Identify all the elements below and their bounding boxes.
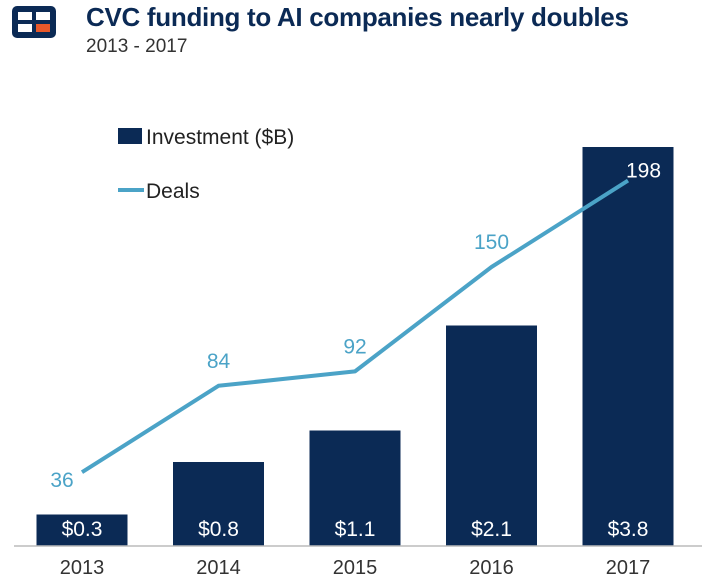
- x-tick-2016: 2016: [469, 557, 514, 579]
- deals-label-2017: 198: [626, 160, 661, 183]
- bar-label-2016: $2.1: [471, 518, 512, 541]
- bar-2017: [582, 147, 674, 546]
- deals-label-2015: 92: [343, 335, 366, 358]
- bar-label-2013: $0.3: [62, 518, 103, 541]
- deals-label-2014: 84: [207, 350, 231, 373]
- legend-swatch-investment: [118, 128, 142, 144]
- chart-title: CVC funding to AI companies nearly doubl…: [86, 2, 629, 32]
- deals-line: [80, 178, 630, 474]
- x-tick-2015: 2015: [333, 557, 378, 579]
- bar-2016: [446, 325, 537, 546]
- bar-label-2015: $1.1: [335, 518, 376, 541]
- deals-label-2016: 150: [474, 231, 509, 254]
- bar-2013: [36, 514, 128, 546]
- chart-subtitle: 2013 - 2017: [86, 36, 188, 57]
- x-tick-2013: 2013: [60, 557, 105, 579]
- legend-label-investment: Investment ($B): [146, 126, 294, 149]
- cb-insights-logo: [12, 6, 56, 38]
- bar-2014: [173, 462, 264, 546]
- bar-2015: [309, 430, 401, 546]
- bar-label-2017: $3.8: [608, 518, 649, 541]
- legend-label-deals: Deals: [146, 180, 200, 203]
- deals-label-2013: 36: [50, 469, 73, 492]
- bar-label-2014: $0.8: [198, 518, 239, 541]
- x-tick-2014: 2014: [196, 557, 241, 579]
- chart-legend: Investment ($B) Deals: [118, 126, 294, 203]
- x-tick-2017: 2017: [606, 557, 651, 579]
